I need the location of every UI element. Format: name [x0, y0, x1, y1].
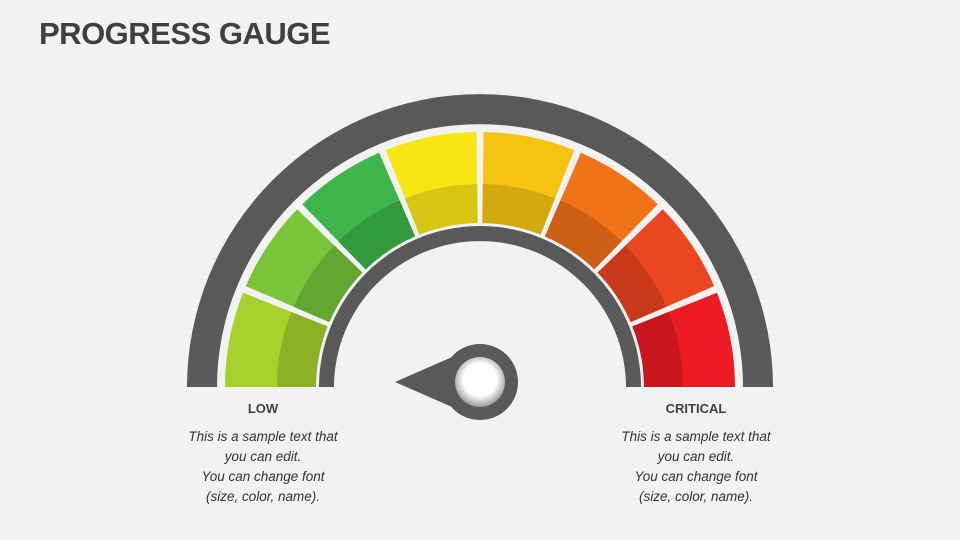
gauge-segment-8 — [632, 292, 735, 387]
segment-inner-shade — [404, 184, 478, 235]
segment-inner-shade — [544, 200, 622, 270]
outer-frame-arc — [187, 94, 773, 387]
low-description: This is a sample text that you can edit.… — [143, 427, 383, 507]
gauge-segment-2 — [245, 209, 363, 323]
gauge-segment-3 — [302, 152, 416, 270]
gauge-segment-6 — [544, 152, 658, 270]
gauge-segment-4 — [385, 132, 478, 235]
low-line-2: you can edit. — [224, 449, 302, 464]
low-line-1: This is a sample text that — [188, 429, 338, 444]
segment-inner-shade — [293, 245, 363, 323]
page-title: PROGRESS GAUGE — [39, 16, 331, 51]
low-line-4: (size, color, name). — [205, 489, 321, 504]
needle-pointer — [395, 357, 452, 407]
critical-line-3: You can change font — [634, 469, 758, 484]
segment-inner-shade — [277, 311, 328, 387]
segment-inner-shade — [338, 200, 416, 270]
low-label: LOW — [247, 401, 279, 416]
segment-inner-shade — [482, 184, 556, 235]
critical-line-4: (size, color, name). — [638, 489, 754, 504]
critical-line-2: you can edit. — [657, 449, 735, 464]
gauge-segment-1 — [225, 292, 328, 387]
critical-line-1: This is a sample text that — [621, 429, 771, 444]
gauge-needle — [395, 344, 518, 420]
critical-label: CRITICAL — [665, 401, 727, 416]
needle-hub-cap — [455, 357, 505, 407]
gauge-segment-5 — [482, 132, 575, 235]
critical-description: This is a sample text that you can edit.… — [576, 427, 816, 507]
segment-inner-shade — [632, 311, 683, 387]
low-line-3: You can change font — [201, 469, 325, 484]
segment-inner-shade — [597, 245, 667, 323]
gauge-segment-7 — [597, 209, 715, 323]
